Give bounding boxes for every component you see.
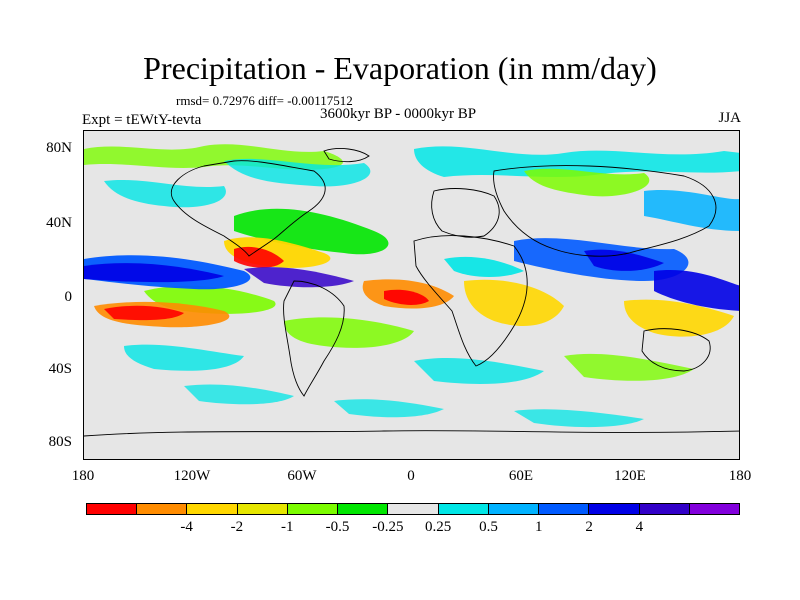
field-epac-red	[104, 305, 184, 321]
plot-title: Precipitation - Evaporation (in mm/day)	[143, 50, 657, 86]
field-pacific-blue	[644, 190, 739, 231]
x-tick-label: 0	[407, 468, 415, 484]
colorbar-swatch	[589, 504, 640, 514]
y-tick-label: 80S	[48, 434, 72, 450]
y-tick-label: 40N	[46, 215, 72, 231]
colorbar-swatch	[488, 504, 540, 514]
colorbar-label: -0.25	[372, 519, 404, 535]
x-tick-label: 120W	[173, 468, 211, 484]
colorbar-swatch	[287, 504, 339, 514]
x-tick-label: 180	[728, 468, 752, 484]
field-ind-yellow	[624, 299, 734, 337]
field-atl-green	[234, 208, 389, 255]
colorbar-swatch	[388, 504, 439, 514]
field-sind-green	[564, 353, 694, 381]
y-tick-label: 80N	[46, 140, 72, 156]
field-so-cyan	[184, 384, 294, 405]
colorbar-label: -4	[180, 519, 193, 535]
australia-outline	[641, 328, 711, 372]
field-npac-cyan	[104, 179, 226, 208]
greenland-outline	[323, 148, 370, 163]
asia-outline	[493, 165, 717, 257]
stats-label: rmsd= 0.72976 diff= -0.00117512	[176, 93, 353, 108]
colorbar-label: 4	[635, 519, 644, 535]
world-map	[83, 130, 740, 460]
field-so-cyan2	[334, 399, 444, 418]
field-itcz-darkblue	[84, 263, 224, 283]
x-tick-label: 120E	[614, 468, 646, 484]
period-label: 3600kyr BP - 0000kyr BP	[320, 106, 477, 122]
field-tatl-red	[384, 289, 429, 305]
colorbar-swatch	[87, 504, 138, 514]
colorbar-swatch	[137, 504, 188, 514]
colorbar-swatch	[237, 504, 288, 514]
field-asia-green	[524, 168, 650, 197]
season-label: JJA	[718, 110, 741, 126]
field-africa-cyan	[444, 256, 524, 277]
coastlines	[84, 148, 739, 437]
colorbar-swatch	[689, 504, 740, 514]
field-satl-green	[284, 317, 414, 348]
colorbar-swatch	[338, 504, 389, 514]
x-tick-label: 60E	[508, 468, 534, 484]
x-tick-label: 180	[71, 468, 95, 484]
colorbar-label: -2	[230, 519, 244, 535]
field-na-cyan	[224, 158, 371, 187]
south-america-outline	[283, 280, 345, 397]
colorbar-swatch	[539, 504, 590, 514]
africa-outline	[413, 235, 528, 367]
field-sind-cyan	[414, 358, 544, 384]
colorbar	[86, 503, 740, 515]
field-north-cyan	[414, 146, 739, 177]
map-field	[84, 131, 739, 459]
field-carib-red	[234, 246, 284, 268]
colorbar-swatch	[639, 504, 690, 514]
colorbar-label: 1	[535, 519, 543, 535]
antarctica-outline	[84, 430, 739, 437]
colorbar-swatch	[438, 504, 489, 514]
colorbar-label: -0.5	[325, 519, 350, 535]
y-tick-label: 0	[64, 289, 73, 305]
field-atl-purple	[244, 267, 354, 288]
y-tick-label: 40S	[48, 361, 72, 377]
field-wpac-dark	[654, 270, 739, 311]
colorbar-label: 0.5	[479, 519, 498, 535]
field-spac-cyan	[124, 344, 244, 371]
field-so-cyan3	[514, 409, 644, 428]
colorbar-swatch	[187, 504, 238, 514]
experiment-label: Expt = tEWtY-tevta	[82, 112, 202, 128]
x-tick-label: 60W	[287, 468, 317, 484]
north-america-outline	[171, 160, 326, 257]
colorbar-label: 0.25	[425, 519, 452, 535]
europe-outline	[431, 188, 500, 238]
colorbar-label: -1	[280, 519, 294, 535]
field-africa-yellow	[464, 279, 564, 326]
colorbar-label: 2	[585, 519, 593, 535]
field-monsoon-dark	[584, 249, 664, 271]
